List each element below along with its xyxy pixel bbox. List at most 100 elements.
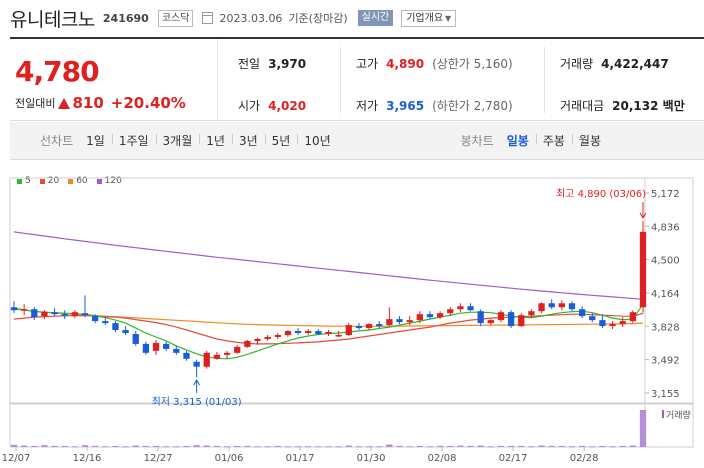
candle bbox=[538, 302, 545, 314]
tab-3y[interactable]: 3년 bbox=[231, 132, 265, 149]
tab-1w[interactable]: 1주일 bbox=[111, 132, 156, 149]
candle-body bbox=[538, 303, 545, 312]
volume-bar bbox=[264, 446, 271, 448]
max-price-annotation: 최고 4,890 (03/06) bbox=[556, 188, 646, 200]
volume-bar bbox=[102, 446, 109, 448]
volume-bar bbox=[173, 446, 180, 448]
change-label: 전일대비 bbox=[15, 97, 56, 110]
candle-body bbox=[599, 320, 606, 327]
candle bbox=[639, 220, 647, 313]
volume-bar bbox=[284, 446, 292, 448]
candle bbox=[426, 311, 434, 320]
volume-bar bbox=[416, 445, 423, 447]
volume-bar bbox=[305, 446, 312, 448]
stat-prev-close: 전일 3,970 bbox=[238, 55, 306, 72]
candle-body bbox=[629, 312, 636, 322]
volume-bar bbox=[365, 446, 373, 448]
candle-body bbox=[436, 313, 444, 318]
volume-bar bbox=[203, 445, 210, 447]
candle bbox=[21, 304, 28, 316]
column-divider bbox=[340, 47, 341, 113]
price-panel: 4,780 전일대비 810 +20.40% 전일 3,970 고가 4,890… bbox=[10, 37, 704, 121]
stat-low: 저가 3,965 (하한가 2,780) bbox=[356, 97, 513, 114]
candle bbox=[132, 331, 139, 346]
legend-swatch bbox=[96, 178, 102, 184]
candle bbox=[518, 313, 525, 328]
tab-daily[interactable]: 일봉 bbox=[506, 134, 529, 148]
candle-body bbox=[568, 303, 576, 310]
x-tick-label: 02/28 bbox=[570, 453, 599, 464]
tab-3m[interactable]: 3개월 bbox=[155, 132, 200, 149]
x-tick-label: 02/08 bbox=[428, 453, 457, 464]
candle bbox=[234, 344, 241, 354]
candle-body bbox=[376, 324, 383, 327]
volume-plot-frame bbox=[9, 403, 694, 448]
chart-legend: 5 20 60 120 bbox=[17, 176, 122, 186]
candle bbox=[487, 319, 494, 326]
ma-line-20 bbox=[13, 312, 644, 345]
stat-label: 거래대금 bbox=[560, 99, 605, 113]
volume-bar bbox=[71, 446, 79, 448]
candle-body bbox=[639, 231, 647, 308]
stock-code: 241690 bbox=[102, 11, 149, 25]
candle bbox=[213, 351, 221, 360]
volume-bar bbox=[345, 445, 352, 447]
candle bbox=[548, 299, 555, 310]
stat-value: 3,965 bbox=[386, 99, 425, 113]
candle-body bbox=[122, 330, 129, 334]
volume-bar bbox=[477, 445, 484, 447]
volume-bar bbox=[436, 445, 444, 447]
stock-header: 유니테크노 241690 코스닥 2023.03.06 기준(장마감) 실시간 … bbox=[10, 0, 704, 36]
candle-body bbox=[315, 331, 322, 335]
legend-label: 20 bbox=[47, 176, 60, 186]
stat-value: 4,422,447 bbox=[601, 57, 669, 71]
company-info-dropdown[interactable]: 기업개요 ▼ bbox=[401, 9, 457, 27]
volume-bar bbox=[335, 446, 342, 448]
y-tick-label: 4,836 bbox=[651, 222, 680, 233]
tab-1d[interactable]: 1일 bbox=[86, 134, 105, 148]
volume-bar bbox=[294, 446, 302, 448]
y-tick-label: 3,492 bbox=[651, 356, 680, 367]
volume-bar bbox=[254, 446, 261, 448]
market-badge: 코스닥 bbox=[157, 9, 194, 27]
candle-body bbox=[51, 312, 58, 315]
volume-bar bbox=[548, 445, 555, 447]
tab-10y[interactable]: 10년 bbox=[297, 132, 337, 149]
volume-bar bbox=[41, 445, 48, 447]
candle-body bbox=[132, 334, 139, 344]
volume-legend-swatch bbox=[662, 410, 664, 418]
volume-bar bbox=[193, 445, 200, 447]
tab-1y[interactable]: 1년 bbox=[199, 132, 232, 149]
candle bbox=[305, 329, 312, 335]
volume-bar bbox=[396, 445, 403, 447]
stat-volume: 거래량 4,422,447 bbox=[560, 55, 669, 72]
candle-body bbox=[345, 325, 352, 335]
candle bbox=[51, 308, 58, 317]
candle-body bbox=[335, 334, 342, 337]
candle bbox=[345, 323, 352, 336]
tab-weekly[interactable]: 주봉 bbox=[535, 132, 572, 149]
quote-date: 2023.03.06 bbox=[219, 11, 283, 25]
candle bbox=[10, 301, 18, 314]
candle bbox=[568, 301, 576, 312]
volume-bar bbox=[122, 446, 129, 448]
company-info-label: 기업개요 bbox=[406, 12, 444, 24]
candle-body bbox=[457, 306, 464, 310]
realtime-button[interactable]: 실시간 bbox=[357, 10, 394, 26]
candle-body bbox=[619, 321, 626, 325]
tab-monthly[interactable]: 월봉 bbox=[571, 132, 608, 149]
stat-value: 3,970 bbox=[268, 57, 307, 71]
volume-bar bbox=[447, 445, 454, 447]
y-tick-label: 3,155 bbox=[651, 389, 680, 400]
candle bbox=[528, 309, 535, 319]
candle-body bbox=[396, 319, 403, 323]
stock-name: 유니테크노 bbox=[10, 8, 95, 31]
stat-label: 고가 bbox=[356, 57, 379, 71]
volume-bar bbox=[132, 445, 139, 447]
stat-value: 4,020 bbox=[268, 99, 307, 113]
price-stats: 전일 3,970 고가 4,890 (상한가 5,160) 거래량 4,422,… bbox=[218, 39, 704, 121]
tab-5y[interactable]: 5년 bbox=[264, 132, 298, 149]
legend-item-ma5: 5 bbox=[17, 176, 31, 186]
candle bbox=[406, 316, 413, 326]
